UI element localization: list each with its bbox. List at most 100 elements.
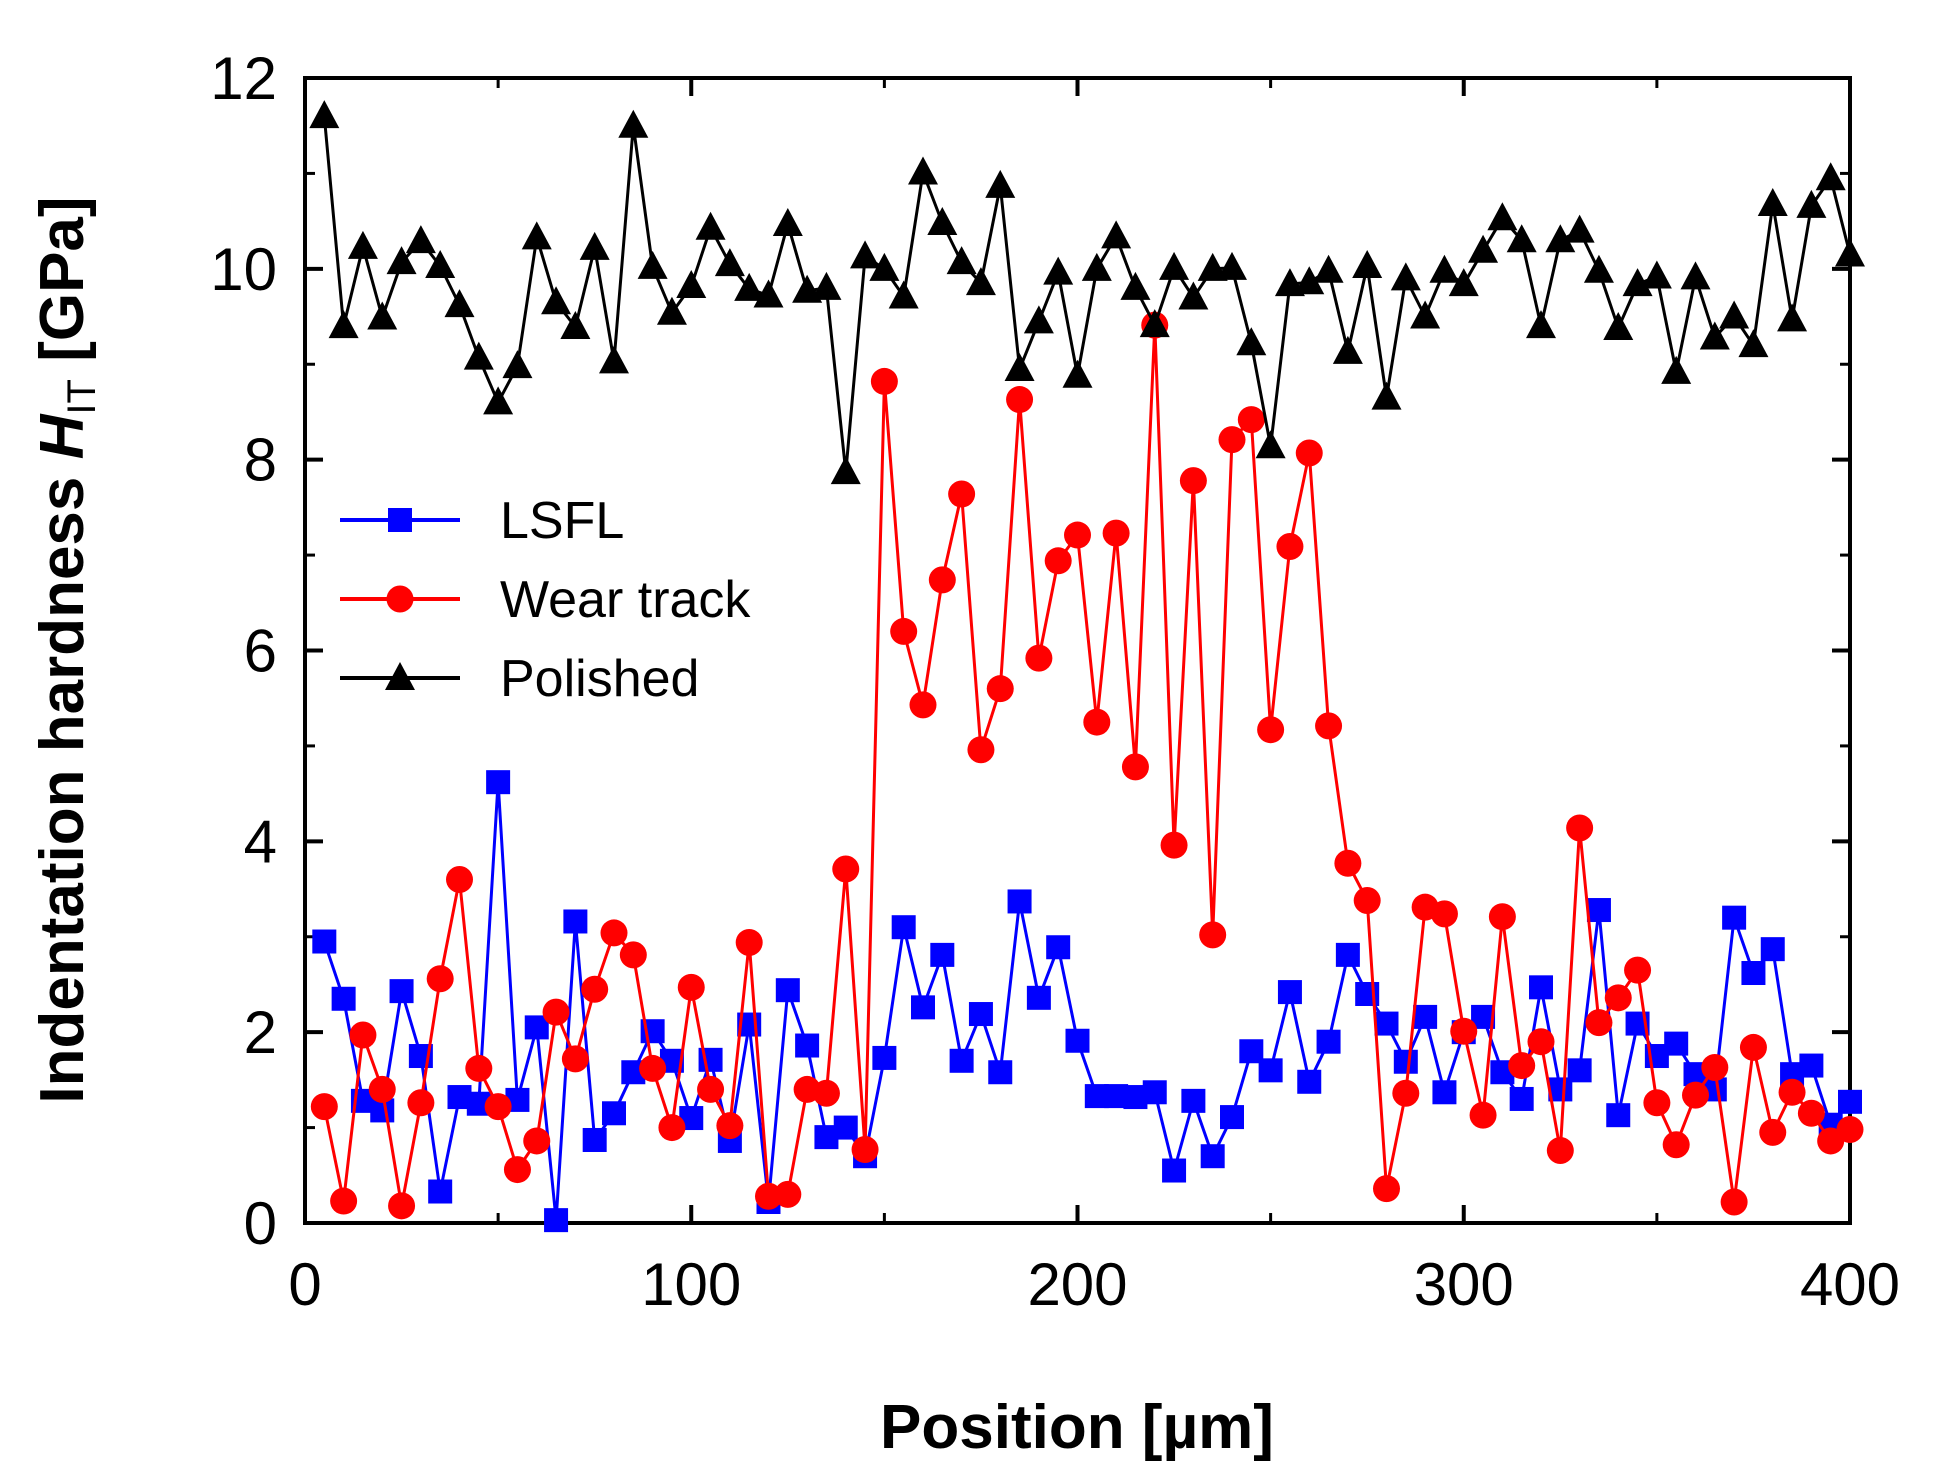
data-point-wear-track: [1701, 1053, 1729, 1081]
data-point-lsfl: [1664, 1031, 1689, 1056]
series-wear-track: [310, 311, 1864, 1220]
axis-tick-labels: 0 2 4 6 8 10 12 0 100 200 300 400: [210, 45, 1900, 1318]
data-point-lsfl: [1258, 1058, 1283, 1083]
data-point-wear-track: [1179, 467, 1207, 495]
data-point-polished: [1564, 214, 1595, 243]
data-point-polished: [309, 100, 340, 129]
data-point-lsfl: [930, 942, 955, 967]
data-point-lsfl: [428, 1179, 453, 1204]
data-point-wear-track: [1160, 831, 1188, 859]
data-point-wear-track: [774, 1180, 802, 1208]
data-point-polished: [1680, 261, 1711, 290]
data-point-polished: [483, 386, 514, 415]
data-point-polished: [830, 456, 861, 485]
y-axis-title-prefix: Indentation hardness: [28, 459, 97, 1103]
data-point-wear-track: [465, 1054, 493, 1082]
data-point-lsfl: [1586, 898, 1611, 923]
data-point-lsfl: [1741, 961, 1766, 986]
data-point-polished: [1583, 254, 1614, 283]
data-point-polished: [714, 248, 745, 277]
data-point-polished: [1796, 189, 1827, 218]
x-tick-label: 200: [1027, 1251, 1127, 1318]
data-point-lsfl: [1297, 1069, 1322, 1094]
data-point-wear-track: [1199, 921, 1227, 949]
x-tick-label: 300: [1414, 1251, 1514, 1318]
data-point-polished: [1023, 305, 1054, 334]
data-point-wear-track: [1083, 708, 1111, 736]
data-point-wear-track: [1643, 1089, 1671, 1117]
data-point-wear-track: [1797, 1099, 1825, 1127]
data-point-wear-track: [1450, 1017, 1478, 1045]
data-point-wear-track: [542, 998, 570, 1026]
y-axis-title-group: Indentation hardness HIT [GPa]: [28, 196, 104, 1103]
legend-marker-polished: [385, 662, 415, 690]
data-point-polished: [541, 286, 572, 315]
y-axis-title: Indentation hardness HIT [GPa]: [28, 196, 104, 1103]
series-lsfl: [312, 770, 1862, 1233]
data-point-polished: [1313, 254, 1344, 283]
data-point-polished: [1661, 355, 1692, 384]
data-point-lsfl: [775, 978, 800, 1003]
data-point-wear-track: [928, 566, 956, 594]
data-point-lsfl: [1142, 1080, 1167, 1105]
data-point-polished: [1429, 254, 1460, 283]
data-point-wear-track: [1064, 521, 1091, 549]
data-point-wear-track: [1025, 644, 1053, 672]
y-tick-label: 12: [210, 45, 277, 112]
data-point-wear-track: [870, 367, 898, 395]
data-point-wear-track: [1295, 439, 1323, 467]
data-point-polished: [405, 225, 436, 254]
data-point-wear-track: [407, 1089, 435, 1117]
data-point-polished: [695, 211, 726, 240]
data-point-polished: [1197, 252, 1228, 281]
data-point-polished: [888, 280, 919, 309]
data-point-lsfl: [911, 995, 935, 1020]
data-point-wear-track: [388, 1192, 416, 1220]
legend-label-lsfl: LSFL: [500, 492, 624, 550]
data-point-polished: [1255, 430, 1286, 459]
y-tick-label: 4: [244, 808, 277, 875]
data-point-lsfl: [582, 1127, 607, 1152]
data-point-wear-track: [1237, 406, 1265, 434]
data-point-wear-track: [503, 1156, 531, 1184]
data-point-wear-track: [697, 1075, 725, 1103]
series-line-wear-track: [322, 323, 1851, 1208]
data-point-wear-track: [1604, 984, 1632, 1012]
data-point-lsfl: [1606, 1103, 1631, 1128]
data-point-wear-track: [368, 1075, 396, 1103]
data-point-wear-track: [310, 1093, 338, 1121]
data-point-polished: [1719, 300, 1750, 329]
data-point-wear-track: [1392, 1079, 1420, 1107]
legend-marker-lsfl: [388, 508, 412, 532]
data-point-polished: [1603, 311, 1634, 340]
data-point-lsfl: [1413, 1004, 1438, 1029]
data-point-lsfl: [1374, 1011, 1399, 1036]
y-tick-label: 2: [244, 999, 277, 1066]
data-point-polished: [1641, 260, 1672, 289]
data-point-wear-track: [1121, 753, 1149, 781]
data-point-polished: [502, 350, 533, 379]
data-point-lsfl: [795, 1033, 820, 1058]
data-point-lsfl: [331, 986, 356, 1011]
data-point-wear-track: [986, 675, 1014, 703]
data-point-wear-track: [1006, 386, 1034, 414]
data-point-polished: [734, 272, 765, 301]
data-point-polished: [946, 246, 977, 275]
data-point-polished: [1757, 187, 1788, 216]
data-point-wear-track: [1624, 956, 1652, 984]
data-point-polished: [463, 341, 494, 370]
data-point-lsfl: [1046, 935, 1071, 960]
data-point-lsfl: [968, 1002, 993, 1027]
y-tick-label: 10: [210, 236, 277, 303]
data-point-polished: [811, 271, 842, 300]
data-point-polished: [444, 289, 475, 318]
data-point-wear-track: [523, 1127, 551, 1155]
data-point-lsfl: [1316, 1029, 1341, 1054]
data-point-wear-track: [890, 617, 918, 645]
data-point-wear-track: [967, 736, 995, 764]
data-point-wear-track: [1720, 1188, 1748, 1216]
data-point-wear-track: [1315, 712, 1343, 740]
data-point-polished: [1352, 249, 1383, 278]
legend-item-wear-track: Wear track: [340, 571, 751, 629]
